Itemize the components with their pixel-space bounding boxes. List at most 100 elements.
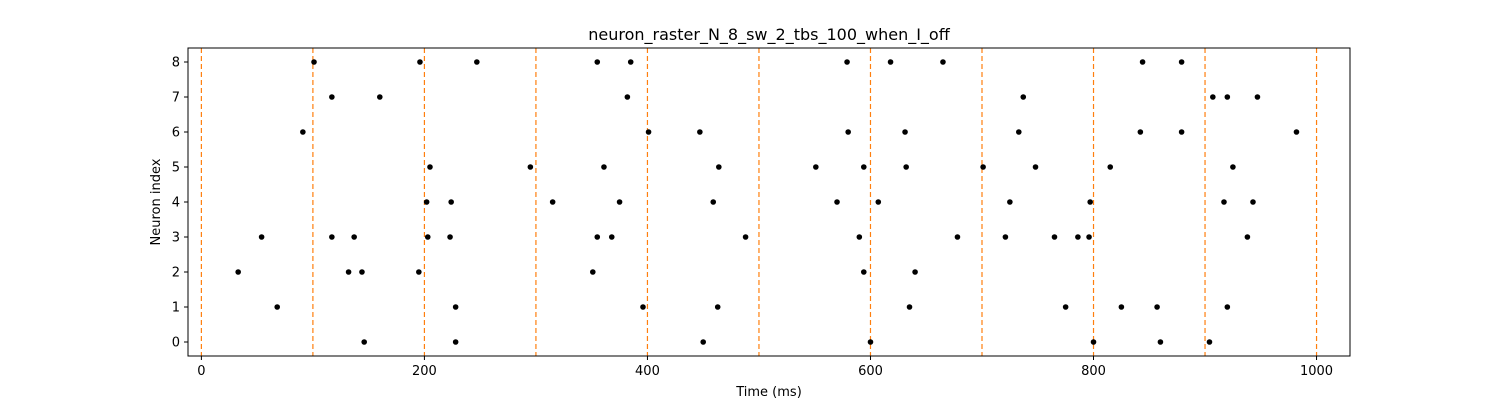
x-tick-label: 800 <box>1081 364 1106 379</box>
y-tick-label: 1 <box>172 301 180 316</box>
spike-point <box>645 129 652 135</box>
spike-point <box>940 59 946 65</box>
spike-point <box>300 129 306 135</box>
spike-point <box>716 164 722 170</box>
spike-point <box>549 199 556 205</box>
y-tick-label: 7 <box>172 91 180 106</box>
spike-point <box>710 199 717 205</box>
spike-point <box>594 59 601 65</box>
spike-points <box>235 59 1300 345</box>
spike-point <box>1178 59 1185 65</box>
spike-point <box>235 269 241 275</box>
spike-point <box>329 234 335 240</box>
spike-point <box>1007 199 1013 205</box>
spike-point <box>1254 94 1261 100</box>
spike-point <box>616 199 623 205</box>
spike-point <box>1086 234 1092 240</box>
spike-point <box>377 94 383 100</box>
spike-point <box>258 234 265 240</box>
spike-point <box>351 234 357 240</box>
spike-point <box>902 129 908 135</box>
spike-point <box>627 59 634 65</box>
y-tick-label: 6 <box>172 126 180 141</box>
spike-point <box>1178 129 1185 135</box>
spike-point <box>1230 164 1236 170</box>
x-tick-label: 400 <box>635 364 660 379</box>
spike-point <box>345 269 352 275</box>
spike-point <box>844 59 850 65</box>
x-tick-label: 1000 <box>1300 364 1333 379</box>
spike-point <box>424 234 431 240</box>
spike-point <box>624 94 631 100</box>
spike-point <box>1154 304 1160 310</box>
spike-point <box>1015 129 1022 135</box>
spike-point <box>359 269 365 275</box>
x-axis-ticks: 0 200 400 600 800 1000 <box>197 356 1333 379</box>
spike-point <box>867 339 874 345</box>
spike-point <box>1062 304 1069 310</box>
spike-point <box>329 94 335 100</box>
spike-point <box>906 304 913 310</box>
y-tick-label: 4 <box>172 196 180 211</box>
spike-point <box>887 59 894 65</box>
spike-point <box>427 164 433 170</box>
spike-point <box>448 199 454 205</box>
x-tick-label: 600 <box>858 364 883 379</box>
y-axis-label: Neuron index <box>149 158 164 245</box>
spike-point <box>452 304 459 310</box>
spike-point <box>1221 199 1227 205</box>
spike-point <box>1224 94 1231 100</box>
spike-point <box>1206 339 1213 345</box>
spike-point <box>742 234 749 240</box>
spike-point <box>1075 234 1081 240</box>
spike-point <box>1002 234 1009 240</box>
spike-point <box>714 304 721 310</box>
spike-point <box>856 234 863 240</box>
y-tick-label: 2 <box>172 266 180 281</box>
chart-title: neuron_raster_N_8_sw_2_tbs_100_when_I_of… <box>588 25 950 45</box>
spike-point <box>447 234 453 240</box>
spike-point <box>274 304 281 310</box>
spike-point <box>697 129 703 135</box>
spike-point <box>1032 164 1039 170</box>
spike-point <box>640 304 646 310</box>
spike-point <box>700 339 707 345</box>
spike-point <box>980 164 986 170</box>
spike-point <box>860 269 867 275</box>
spike-point <box>954 234 961 240</box>
spike-point <box>417 59 423 65</box>
y-tick-label: 5 <box>172 161 180 176</box>
spike-point <box>903 164 909 170</box>
spike-point <box>590 269 596 275</box>
y-tick-label: 3 <box>172 231 180 246</box>
y-axis-ticks: 0 1 2 3 4 5 6 7 8 <box>172 56 188 351</box>
event-lines <box>200 48 1318 356</box>
spike-point <box>1020 94 1027 100</box>
spike-point <box>1224 304 1231 310</box>
x-axis-label: Time (ms) <box>735 385 802 400</box>
y-tick-label: 8 <box>172 56 180 71</box>
spike-point <box>474 59 480 65</box>
x-tick-label: 200 <box>412 364 437 379</box>
spike-point <box>1118 304 1125 310</box>
spike-point <box>1293 129 1300 135</box>
spike-point <box>601 164 607 170</box>
spike-point <box>912 269 918 275</box>
spike-point <box>416 269 422 275</box>
spike-point <box>594 234 601 240</box>
spike-point <box>361 339 367 345</box>
spike-point <box>1139 59 1146 65</box>
spike-point <box>875 199 882 205</box>
spike-point <box>311 59 317 65</box>
spike-point <box>527 164 534 170</box>
y-tick-label: 0 <box>172 336 180 351</box>
spike-point <box>813 164 819 170</box>
spike-point <box>1137 129 1144 135</box>
spike-point <box>834 199 840 205</box>
x-tick-label: 0 <box>197 364 205 379</box>
spike-point <box>1157 339 1164 345</box>
spike-point <box>423 199 430 205</box>
spike-point <box>845 129 851 135</box>
spike-point <box>1107 164 1114 170</box>
